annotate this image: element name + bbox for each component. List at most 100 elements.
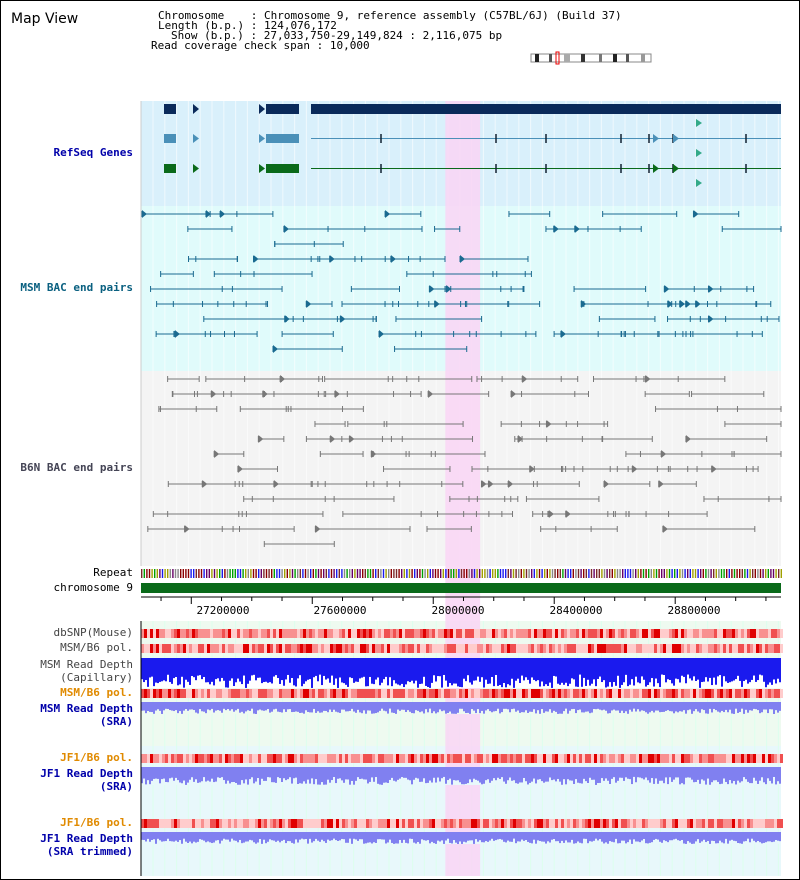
depth-bar bbox=[555, 832, 557, 842]
depth-bar bbox=[689, 658, 691, 679]
snp-density-cell bbox=[189, 819, 192, 828]
depth-bar bbox=[341, 832, 343, 839]
snp-density-cell bbox=[633, 689, 636, 698]
depth-bar bbox=[153, 832, 155, 840]
bac-end-arrow bbox=[603, 480, 609, 488]
bac-end-arrow bbox=[306, 300, 312, 308]
snp-density-cell bbox=[453, 819, 456, 828]
depth-bar bbox=[345, 832, 347, 843]
snp-density-cell bbox=[210, 629, 213, 638]
snp-density-cell bbox=[246, 754, 249, 763]
snp-density-cell bbox=[219, 644, 222, 653]
track-label-dbsnp[interactable]: dbSNP(Mouse) bbox=[53, 626, 133, 639]
depth-bar bbox=[271, 702, 273, 712]
depth-bar bbox=[363, 702, 365, 711]
snp-density-cell bbox=[156, 644, 159, 653]
depth-bar bbox=[371, 702, 373, 714]
track-label-msm-depth-capillary[interactable]: MSM Read Depth (Capillary) bbox=[40, 658, 133, 684]
snp-density-cell bbox=[228, 819, 231, 828]
depth-bar bbox=[543, 658, 545, 687]
track-label-jf1-b6-pol-2[interactable]: JF1/B6 pol. bbox=[60, 816, 133, 829]
depth-bar bbox=[621, 658, 623, 685]
depth-bar bbox=[229, 658, 231, 681]
track-label-msm-b6-pol-1[interactable]: MSM/B6 pol. bbox=[60, 641, 133, 654]
depth-bar bbox=[529, 702, 531, 712]
depth-bar bbox=[337, 832, 339, 841]
snp-density-cell bbox=[378, 819, 381, 828]
snp-density-cell bbox=[594, 644, 597, 653]
snp-density-cell bbox=[645, 689, 648, 698]
snp-density-cell bbox=[423, 644, 426, 653]
depth-bar bbox=[635, 702, 637, 712]
depth-bar bbox=[191, 767, 193, 778]
snp-density-cell bbox=[636, 689, 639, 698]
depth-bar bbox=[217, 767, 219, 778]
depth-bar bbox=[661, 832, 663, 843]
depth-bar bbox=[437, 658, 439, 677]
snp-density-cell bbox=[333, 689, 336, 698]
track-label-refseq[interactable]: RefSeq Genes bbox=[53, 146, 133, 159]
snp-density-cell bbox=[780, 629, 783, 638]
depth-bar bbox=[211, 658, 213, 682]
track-label-b6n-bac[interactable]: B6N BAC end pairs bbox=[20, 461, 133, 474]
snp-density-cell bbox=[714, 754, 717, 763]
snp-density-cell bbox=[693, 819, 696, 828]
track-label-msm-b6-pol-2[interactable]: MSM/B6 pol. bbox=[60, 686, 133, 699]
depth-bar bbox=[667, 658, 669, 680]
depth-bar bbox=[401, 767, 403, 778]
depth-bar bbox=[657, 658, 659, 684]
snp-density-cell bbox=[420, 754, 423, 763]
depth-bar bbox=[147, 832, 149, 839]
track-label-msm-bac[interactable]: MSM BAC end pairs bbox=[20, 281, 133, 294]
snp-density-cell bbox=[774, 689, 777, 698]
depth-bar bbox=[173, 702, 175, 712]
depth-bar bbox=[681, 658, 683, 676]
depth-bar bbox=[403, 702, 405, 710]
depth-bar bbox=[477, 658, 479, 677]
depth-bar bbox=[535, 658, 537, 682]
snp-density-cell bbox=[597, 629, 600, 638]
depth-bar bbox=[581, 832, 583, 844]
depth-bar bbox=[235, 767, 237, 784]
depth-bar bbox=[665, 702, 667, 711]
snp-density-cell bbox=[159, 754, 162, 763]
snp-density-cell bbox=[708, 754, 711, 763]
track-label-repeat[interactable]: Repeat bbox=[93, 566, 133, 579]
depth-bar bbox=[269, 767, 271, 778]
repeat-mark bbox=[611, 569, 613, 578]
depth-bar bbox=[561, 658, 563, 683]
track-label-chromosome[interactable]: chromosome 9 bbox=[53, 581, 133, 594]
repeat-mark bbox=[663, 569, 665, 578]
depth-bar bbox=[661, 702, 663, 712]
depth-bar bbox=[393, 832, 395, 844]
depth-bar bbox=[245, 702, 247, 712]
depth-bar bbox=[435, 767, 437, 783]
snp-density-cell bbox=[627, 754, 630, 763]
depth-bar bbox=[681, 832, 683, 840]
snp-density-cell bbox=[561, 644, 564, 653]
track-label-jf1-depth-sra[interactable]: JF1 Read Depth (SRA) bbox=[40, 767, 133, 793]
depth-bar bbox=[337, 702, 339, 713]
snp-density-cell bbox=[507, 644, 510, 653]
bac-end-arrow bbox=[174, 330, 180, 338]
snp-density-cell bbox=[729, 754, 732, 763]
depth-bar bbox=[203, 658, 205, 677]
depth-bar bbox=[393, 767, 395, 781]
depth-bar bbox=[275, 702, 277, 709]
depth-bar bbox=[145, 832, 147, 842]
depth-bar bbox=[659, 658, 661, 688]
repeat-mark bbox=[533, 569, 535, 578]
repeat-mark bbox=[645, 569, 647, 578]
depth-bar bbox=[229, 767, 231, 784]
snp-density-cell bbox=[756, 754, 759, 763]
depth-bar bbox=[385, 658, 387, 677]
depth-bar bbox=[605, 832, 607, 843]
depth-bar bbox=[341, 702, 343, 710]
depth-bar bbox=[253, 658, 255, 675]
track-label-jf1-b6-pol-1[interactable]: JF1/B6 pol. bbox=[60, 751, 133, 764]
track-label-jf1-depth-trimmed[interactable]: JF1 Read Depth (SRA trimmed) bbox=[40, 832, 133, 858]
track-label-msm-depth-sra[interactable]: MSM Read Depth (SRA) bbox=[40, 702, 133, 728]
snp-density-cell bbox=[177, 689, 180, 698]
depth-bar bbox=[363, 767, 365, 780]
snp-density-cell bbox=[522, 644, 525, 653]
